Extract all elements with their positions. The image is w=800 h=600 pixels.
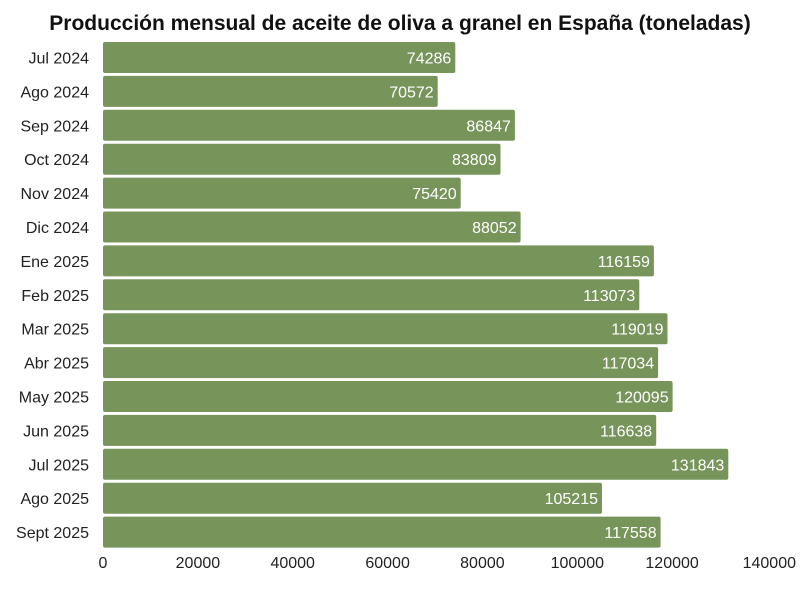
bar: [103, 211, 521, 243]
category-label: Abr 2025: [24, 356, 89, 373]
x-tick-label: 0: [99, 555, 108, 572]
category-label: Mar 2025: [21, 322, 89, 339]
x-tick-label: 120000: [645, 555, 698, 572]
bar: [103, 75, 438, 107]
data-label: 113073: [583, 288, 635, 305]
x-tick-label: 40000: [270, 555, 315, 572]
data-label: 88052: [472, 220, 517, 237]
bar: [103, 482, 602, 514]
category-label: Ago 2025: [20, 491, 89, 508]
bar: [103, 313, 668, 345]
bar: [103, 347, 659, 379]
category-label: Jun 2025: [23, 423, 89, 440]
data-label: 105215: [545, 491, 598, 508]
bars-group: [103, 42, 729, 548]
bar: [103, 245, 654, 277]
category-label: Oct 2024: [24, 152, 89, 169]
bar: [103, 109, 515, 141]
data-label: 131843: [671, 457, 724, 474]
value-labels: 74286 70572 86847 83809 75420 88052 116159 1130…: [389, 51, 724, 543]
category-label: Sept 2025: [16, 525, 89, 542]
data-label: 120095: [615, 390, 668, 407]
x-tick-label: 100000: [551, 555, 604, 572]
category-label: Nov 2024: [21, 186, 90, 203]
category-label: Jul 2024: [29, 51, 90, 68]
category-label: May 2025: [19, 390, 89, 407]
data-label: 117034: [602, 356, 654, 373]
chart-title: Producción mensual de aceite de oliva a …: [49, 12, 750, 35]
data-label: 116159: [598, 254, 650, 271]
data-label: 119019: [611, 322, 663, 339]
category-label: Jul 2025: [29, 457, 90, 474]
category-label: Ago 2024: [20, 84, 89, 101]
bar: [103, 279, 640, 311]
category-label: Sep 2024: [20, 118, 89, 135]
bar: [103, 381, 673, 412]
data-label: 83809: [452, 152, 497, 169]
category-label: Ene 2025: [20, 254, 89, 271]
x-tick-label: 140000: [743, 555, 796, 572]
data-label: 70572: [389, 84, 434, 101]
bar: [103, 516, 661, 548]
x-tick-label: 20000: [176, 555, 221, 572]
bar: [103, 448, 729, 480]
category-label: Dic 2024: [26, 220, 89, 237]
data-label: 117558: [604, 525, 656, 542]
data-label: 75420: [412, 186, 457, 203]
data-label: 74286: [407, 51, 452, 68]
x-tick-label: 80000: [460, 555, 505, 572]
category-labels: Jul 2024 Ago 2024 Sep 2024 Oct 2024 Nov 2024…: [16, 51, 89, 543]
data-label: 116638: [600, 423, 652, 440]
x-tick-labels: 0 20000 40000 60000 80000 100000 120000 140000: [99, 555, 797, 572]
category-label: Feb 2025: [21, 288, 89, 305]
bar: [103, 42, 456, 73]
bar: [103, 414, 657, 446]
x-tick-label: 60000: [365, 555, 410, 572]
data-label: 86847: [466, 118, 511, 135]
bar: [103, 177, 461, 209]
bar: [103, 143, 501, 175]
